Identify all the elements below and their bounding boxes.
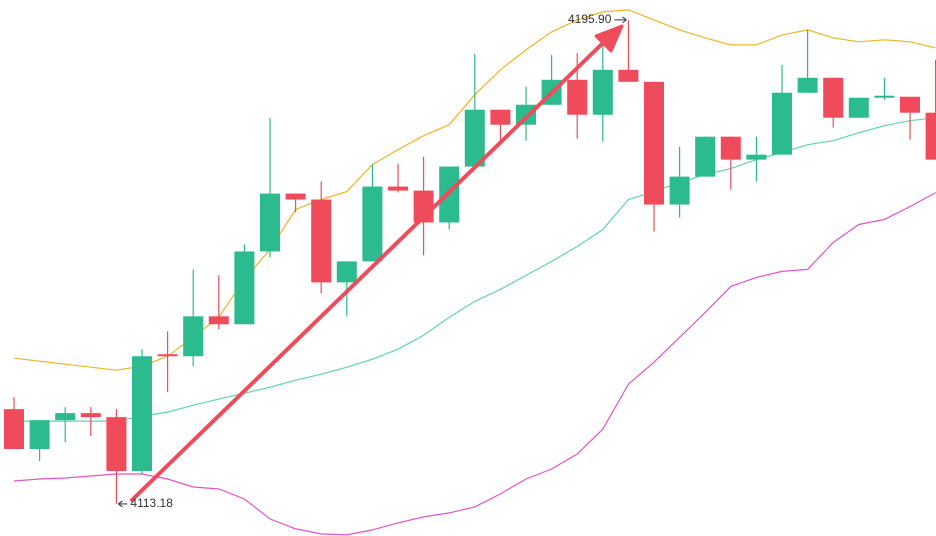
candle-body [720,136,741,160]
band-line [13,192,936,536]
candle-body [4,409,24,450]
candle-body [336,261,357,283]
candle-body [900,96,920,113]
candle-body [772,92,792,155]
candle-body [567,79,588,115]
candle-body [925,112,936,160]
candle-body [157,354,178,357]
max-label: 4195.90 [568,12,612,26]
labels: 4195.90 4113.18 [118,12,627,510]
candle-body [55,413,76,421]
candle-body [874,95,895,98]
candle-body [260,193,280,252]
candle-body [695,136,716,177]
candle-body [106,417,127,472]
candle-body [464,109,485,167]
candles [4,19,936,504]
candle-body [388,186,408,191]
candle-body [618,69,639,82]
min-label: 4113.18 [130,496,173,510]
trend-arrow-line [130,38,608,502]
candle-body [592,69,613,115]
candle-body [183,316,204,357]
max-pointer-head [622,16,627,24]
candle-body [823,77,844,118]
candle-body [311,199,332,283]
min-pointer-head [118,500,123,508]
trend-arrow-head [594,24,624,53]
candle-body [490,109,511,125]
candle-body [797,77,818,93]
candle-body [669,176,690,205]
trend-arrow [130,24,624,502]
candle-body [746,154,767,160]
candle-body [848,97,869,118]
candle-body [208,316,229,325]
candle-body [234,251,255,325]
candle-body [362,186,383,262]
candle-body [285,193,306,200]
candle-body [132,356,152,472]
candle-body [29,420,50,450]
candle-body [644,81,664,205]
candle-body [80,413,101,418]
